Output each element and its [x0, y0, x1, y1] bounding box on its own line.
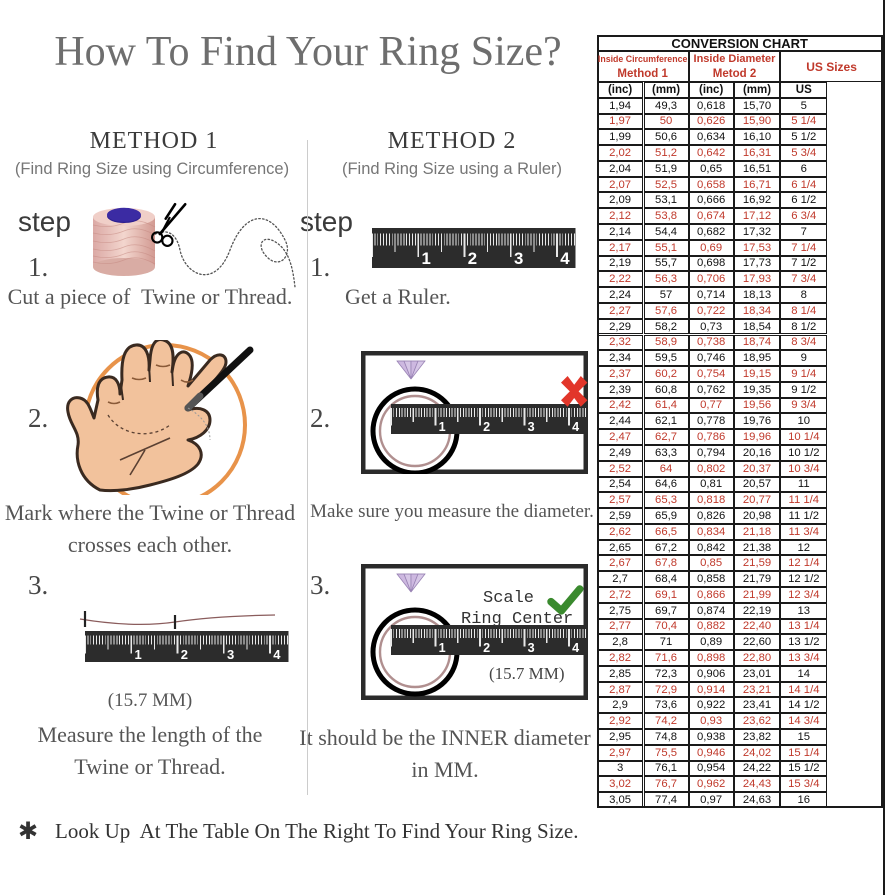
svg-text:1: 1 — [439, 420, 446, 434]
svg-text:1: 1 — [439, 641, 446, 655]
svg-text:Ring Center: Ring Center — [461, 610, 573, 629]
svg-text:Scale: Scale — [483, 589, 534, 608]
svg-text:2: 2 — [181, 647, 188, 662]
svg-text:4: 4 — [572, 420, 579, 434]
svg-text:3: 3 — [528, 420, 535, 434]
svg-text:4: 4 — [572, 641, 579, 655]
svg-text:3: 3 — [227, 647, 234, 662]
svg-text:1: 1 — [422, 249, 431, 268]
svg-text:1: 1 — [135, 647, 142, 662]
svg-text:2: 2 — [483, 641, 490, 655]
svg-text:2: 2 — [483, 420, 490, 434]
svg-text:3: 3 — [514, 249, 523, 268]
svg-text:2: 2 — [468, 249, 477, 268]
svg-text:4: 4 — [560, 249, 570, 268]
svg-text:(15.7 MM): (15.7 MM) — [489, 664, 565, 683]
svg-text:4: 4 — [273, 647, 281, 662]
svg-text:3: 3 — [528, 641, 535, 655]
